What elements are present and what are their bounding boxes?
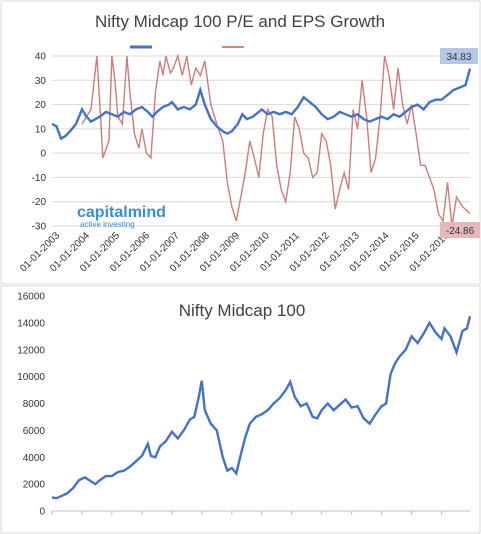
logo-tagline: active investing: [80, 220, 135, 229]
series-line-earnings-growth: [81, 53, 471, 227]
bottom-y-axis-ticks: 0 2000 4000 6000 8000 10000 12000 14000 16000: [17, 292, 45, 518]
y-tick-label: -30: [32, 222, 47, 233]
y-tick-label: -10: [32, 173, 47, 184]
logo-text: capitalmind: [77, 204, 166, 221]
y-tick-label: 10: [35, 124, 47, 135]
y-tick-label: 10000: [17, 372, 45, 383]
bottom-chart-frame: [0, 285, 481, 534]
end-label-pe-text: 34.83: [446, 52, 471, 63]
y-tick-label: 12000: [17, 345, 45, 356]
end-label-eps-text: -24.86: [446, 226, 475, 237]
y-tick-label: 6000: [23, 426, 46, 437]
y-tick-label: 20: [35, 100, 47, 111]
y-tick-label: -20: [32, 197, 47, 208]
y-tick-label: 4000: [23, 453, 46, 464]
y-tick-label: 0: [39, 507, 45, 518]
end-label-pe-box: [440, 48, 478, 64]
y-tick-label: 2000: [23, 480, 46, 491]
series-line-pe-ratio: [51, 68, 472, 141]
y-tick-label: 8000: [23, 399, 46, 410]
y-tick-label: 16000: [17, 292, 45, 303]
top-chart-frame: [0, 0, 481, 285]
y-tick-label: 40: [35, 52, 47, 63]
end-label-pe: 34.83: [440, 48, 478, 64]
top-chart-title: Nifty Midcap 100 P/E and EPS Growth: [95, 12, 385, 31]
end-label-eps-box: [440, 222, 480, 238]
y-tick-label: 14000: [17, 318, 45, 329]
bottom-chart-title: Nifty Midcap 100: [179, 301, 306, 320]
y-tick-label: 30: [35, 76, 47, 87]
top-y-axis-ticks: -30 -20 -10 0 10 20 30 40: [32, 52, 47, 233]
series-line-nifty-midcap: [51, 315, 472, 500]
bottom-x-axis-ticks: [51, 511, 443, 515]
end-label-eps: -24.86: [440, 222, 480, 238]
logo: capitalmind active investing: [77, 204, 166, 229]
y-tick-label: 0: [40, 149, 46, 160]
